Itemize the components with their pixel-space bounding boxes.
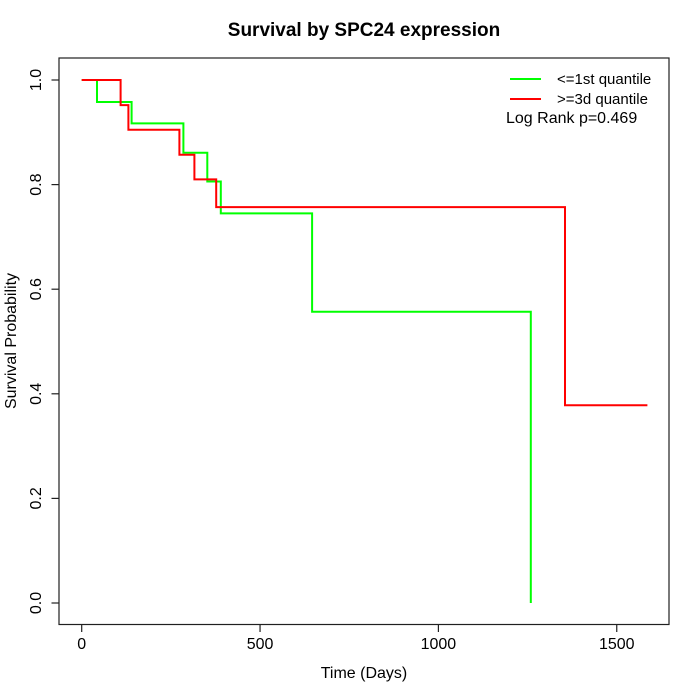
km-curve-high-expression: [81, 79, 648, 407]
y-axis-tick-label: 0.0: [28, 592, 45, 614]
y-axis-tick-label: 0.2: [28, 487, 45, 509]
x-axis-tick-label: 1500: [599, 636, 635, 653]
y-axis-tick-label: 0.8: [28, 173, 45, 195]
legend-line-green: [510, 77, 541, 81]
legend-entry-low: <=1st quantile: [510, 70, 651, 88]
legend-entry-high: >=3d quantile: [510, 90, 648, 108]
x-axis-tick-label: 1000: [421, 636, 457, 653]
km-curve-low-expression: [81, 79, 532, 603]
legend-line-red: [510, 97, 541, 101]
x-axis-label: Time (Days): [320, 665, 408, 682]
y-axis-tick-label: 0.6: [28, 278, 45, 300]
log-rank-p-value: Log Rank p=0.469: [506, 110, 638, 127]
x-axis-tick-label: 500: [247, 636, 274, 653]
legend-label-low: <=1st quantile: [557, 70, 652, 88]
legend-label-high: >=3d quantile: [557, 90, 648, 108]
x-axis-tick-label: 0: [77, 636, 86, 653]
y-axis-tick-label: 0.4: [28, 383, 45, 405]
plot-title: Survival by SPC24 expression: [227, 20, 501, 41]
plot-box: [58, 57, 670, 626]
y-axis-tick-label: 1.0: [28, 69, 45, 91]
